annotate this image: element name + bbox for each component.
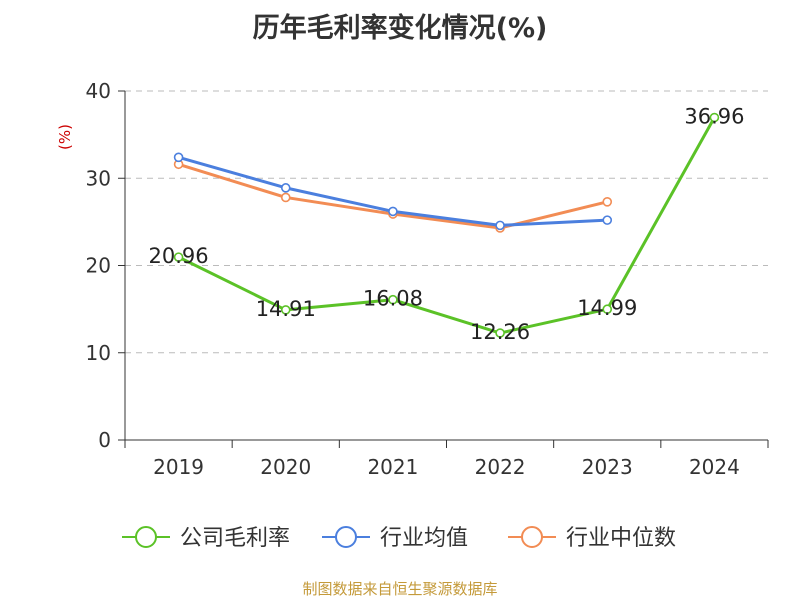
y-tick-label: 40 — [86, 79, 111, 103]
legend-label: 行业均值 — [380, 526, 468, 551]
data-point — [495, 328, 505, 338]
grid-lines — [125, 90, 768, 354]
data-label: 36.96 — [684, 105, 744, 129]
source-note: 制图数据来自恒生聚源数据库 — [302, 580, 498, 598]
data-point — [709, 112, 720, 123]
series-lines — [173, 112, 720, 338]
chart-title: 历年毛利率变化情况(%) — [252, 13, 548, 44]
data-point — [280, 192, 291, 203]
legend-marker — [521, 526, 543, 548]
legend-label: 公司毛利率 — [180, 526, 290, 551]
x-tick-label: 2021 — [367, 455, 418, 479]
data-label: 16.08 — [363, 287, 423, 311]
data-point — [280, 305, 291, 315]
data-label: 12.26 — [470, 320, 530, 344]
data-point — [173, 252, 184, 262]
data-point — [602, 197, 613, 207]
legend[interactable]: 公司毛利率 行业均值 行业中位数 — [122, 526, 676, 551]
x-tick-label: 2024 — [689, 455, 740, 479]
series-line — [177, 116, 716, 335]
data-label: 20.96 — [149, 244, 209, 268]
y-tick-label: 30 — [86, 166, 111, 190]
legend-marker — [135, 526, 157, 548]
y-tick-label: 0 — [98, 428, 111, 452]
legend-marker — [335, 526, 357, 548]
data-point — [388, 206, 398, 217]
data-point — [495, 220, 505, 231]
data-label: 14.91 — [256, 297, 316, 321]
data-point — [602, 215, 613, 225]
x-tick-label: 2023 — [582, 455, 633, 479]
x-tick-label: 2019 — [153, 455, 204, 479]
data-point — [280, 183, 291, 193]
data-point — [388, 294, 398, 305]
x-tick-label: 2022 — [475, 455, 526, 479]
data-point — [602, 304, 613, 315]
y-tick-label: 10 — [86, 341, 111, 365]
x-tick-label: 2020 — [260, 455, 311, 479]
legend-label: 行业中位数 — [566, 526, 676, 551]
data-point — [173, 152, 184, 163]
data-labels: 20.96 14.91 16.08 12.26 14.99 36.96 — [149, 105, 745, 345]
axes: 0 10 20 30 40 2019 2020 2021 2022 2023 2024 — [86, 79, 769, 479]
y-tick-label: 20 — [86, 254, 111, 278]
data-label: 14.99 — [577, 296, 637, 320]
